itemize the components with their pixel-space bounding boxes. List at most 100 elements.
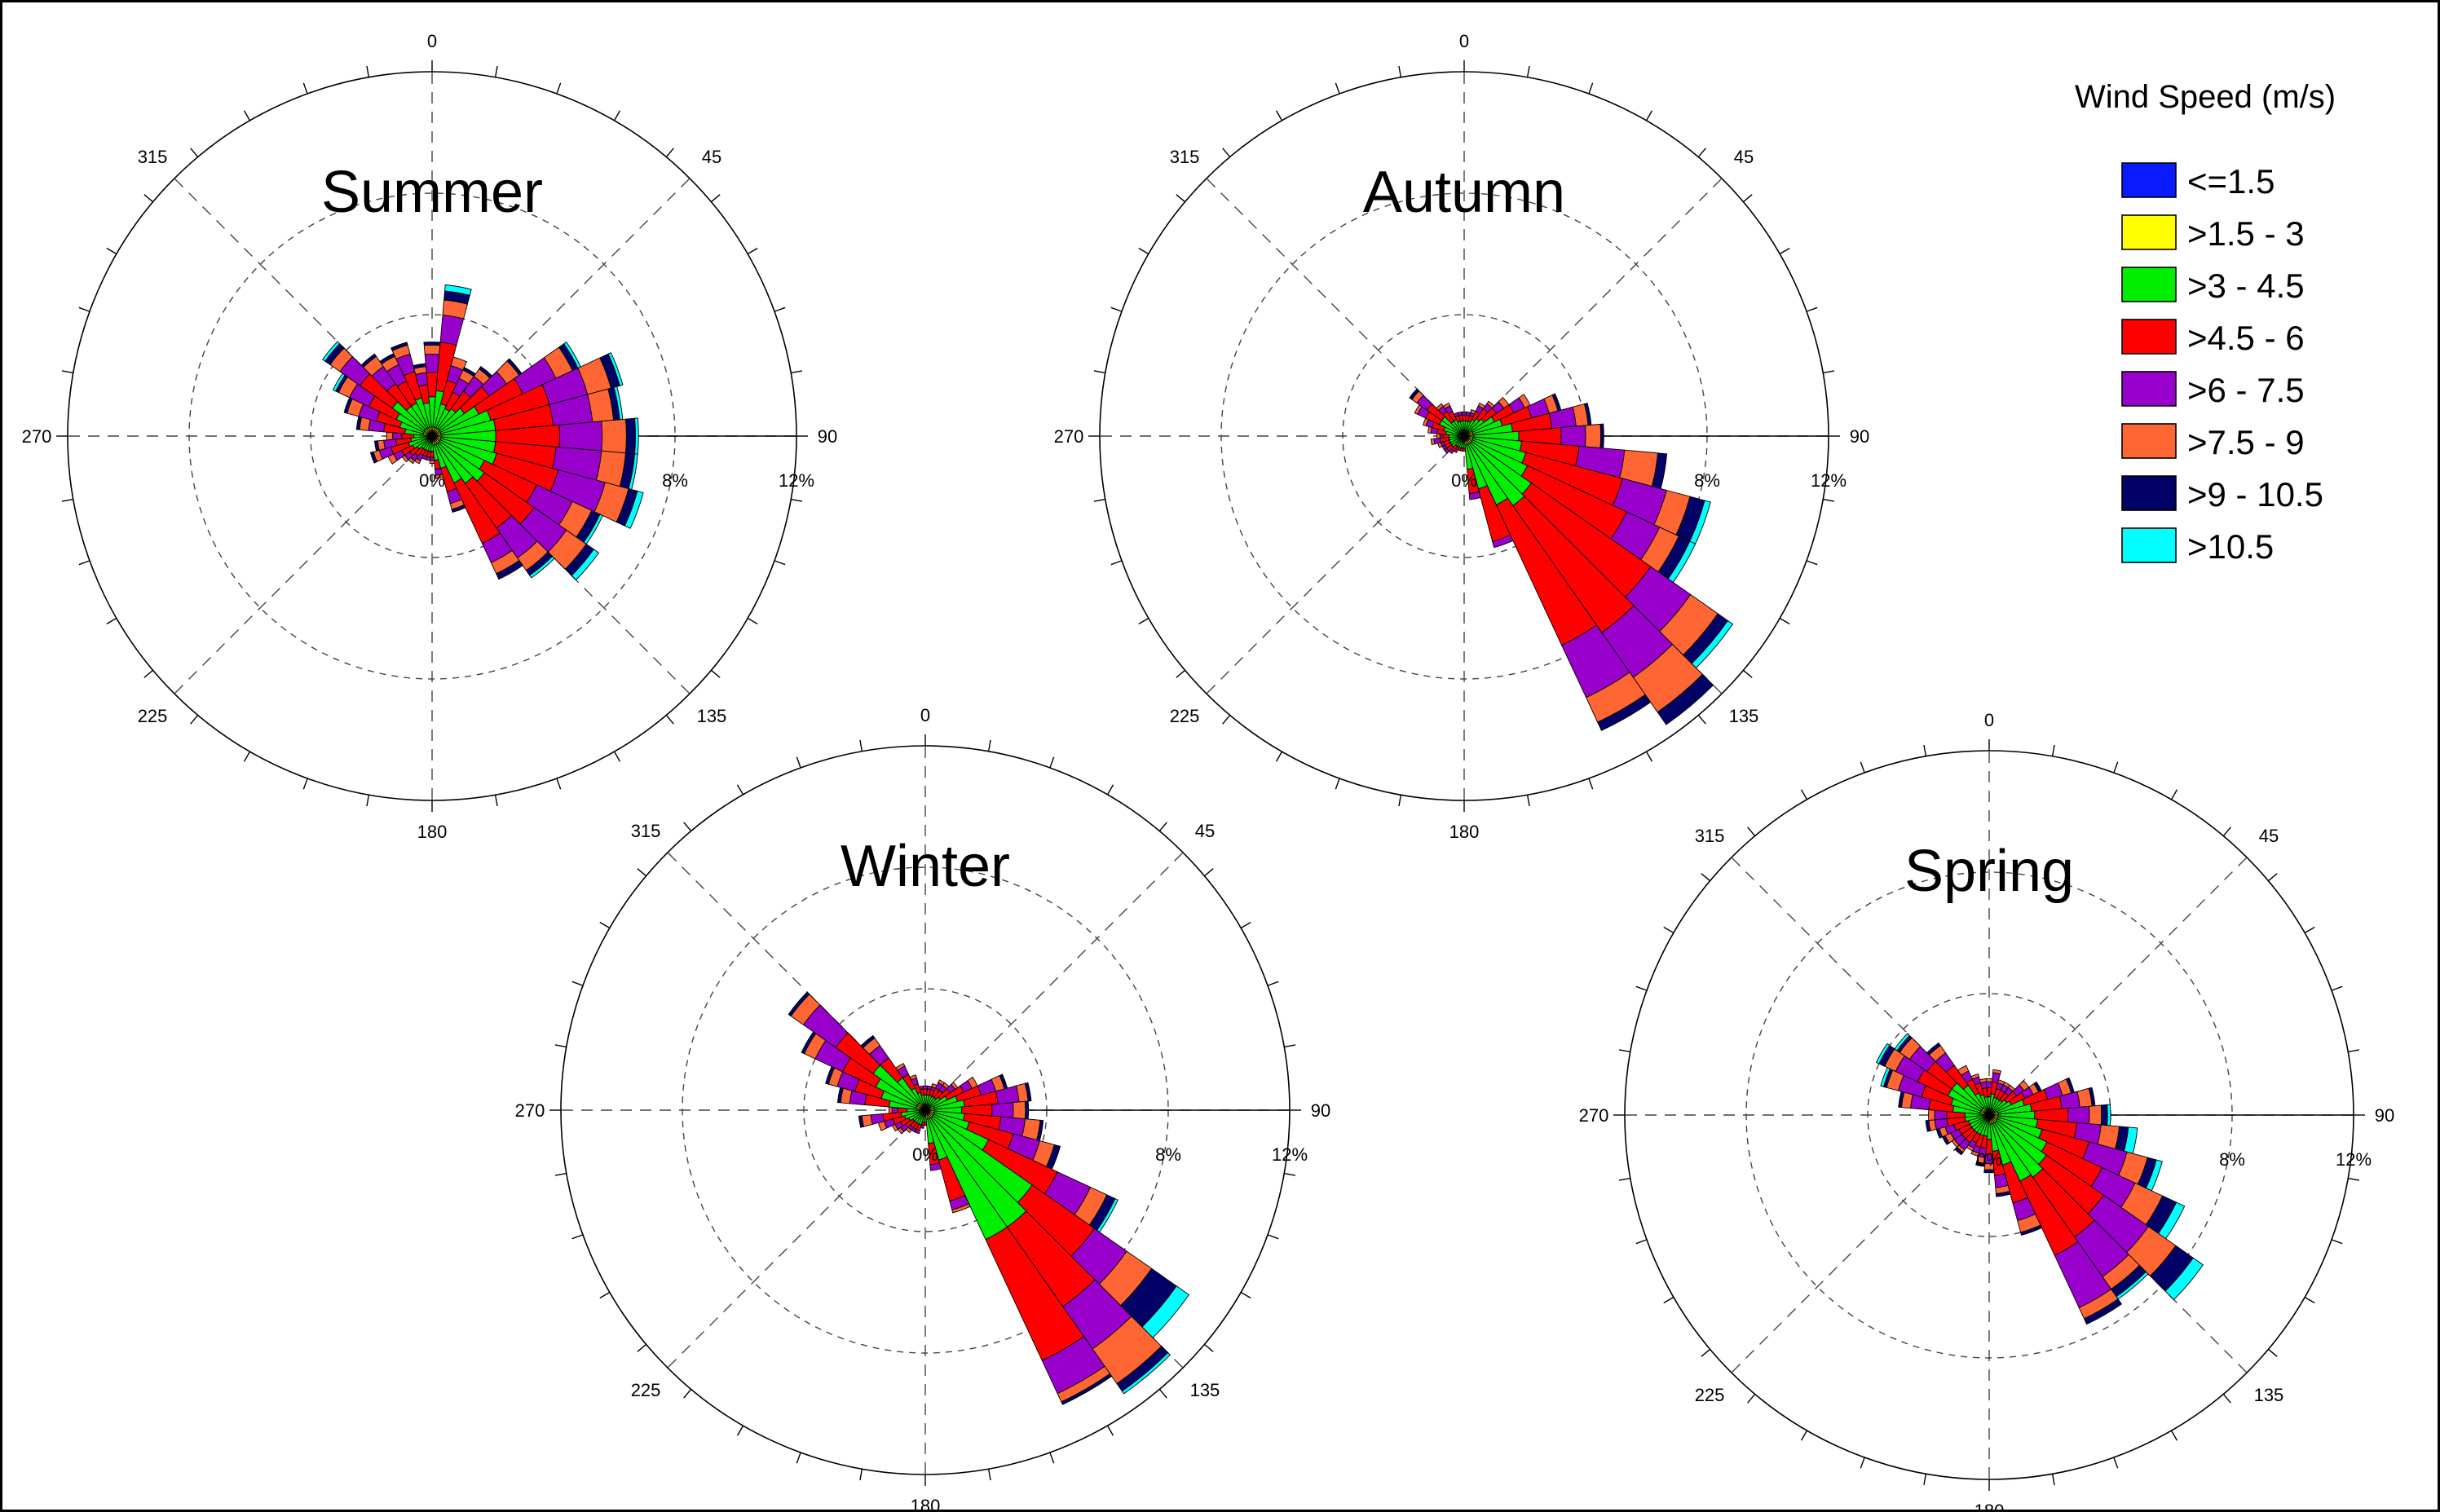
angle-tick-mark: [796, 1452, 801, 1464]
angle-tick-mark: [665, 714, 674, 725]
sector-bar: [991, 1102, 1014, 1118]
angle-tick-mark: [2348, 1049, 2360, 1053]
sector-bar: [1436, 433, 1441, 439]
sector-bar: [429, 456, 435, 461]
angle-tick-mark: [2170, 789, 2178, 800]
sector-bar: [528, 555, 555, 579]
angle-tick-mark: [2348, 1177, 2360, 1181]
sector-bar: [1442, 402, 1451, 410]
angle-tick-mark: [1806, 306, 1818, 312]
angle-tick-mark: [2331, 1239, 2343, 1245]
angle-tick-mark: [637, 1343, 647, 1352]
legend-label: >3 - 4.5: [2187, 267, 2305, 305]
angle-tick-label: 180: [417, 822, 448, 842]
angle-tick-mark: [1267, 981, 1279, 986]
angle-tick-mark: [2113, 1457, 2119, 1469]
angle-tick-mark: [1267, 1234, 1279, 1240]
angle-tick-mark: [859, 1469, 863, 1481]
sector-bar: [1970, 1073, 1980, 1080]
wind-rose-spring: 0 45 90 135 180 225 270 315 0% 8% 12% Spring: [1579, 710, 2395, 1512]
legend-items: <=1.5 >1.5 - 3 >3 - 4.5 >4.5 - 6 >6 - 7.5 >7.…: [2121, 162, 2323, 566]
sector-bar: [2089, 1104, 2102, 1126]
sector-bar: [2020, 1224, 2043, 1236]
angle-tick-mark: [106, 247, 117, 255]
angle-tick-mark: [791, 498, 803, 502]
legend-swatch: [2121, 267, 2177, 302]
angle-tick-mark: [554, 1044, 567, 1048]
angle-tick-mark: [1701, 1348, 1711, 1357]
angle-tick-mark: [78, 560, 90, 566]
angle-tick-mark: [1284, 1172, 1296, 1176]
sector-bar: [1954, 1146, 1964, 1156]
angle-tick-mark: [1635, 1239, 1648, 1245]
sector-bar: [1121, 1351, 1171, 1395]
angle-tick-label: 270: [515, 1100, 545, 1121]
sector-bar: [1875, 1043, 1891, 1065]
angle-tick-label: 315: [138, 147, 168, 167]
legend-label: <=1.5: [2187, 162, 2275, 201]
sector-bar: [1024, 1082, 1032, 1102]
legend-swatch: [2121, 319, 2177, 355]
sector-bar: [1468, 491, 1481, 500]
angle-tick-mark: [1203, 1343, 1214, 1352]
angle-tick-mark: [599, 1291, 611, 1299]
sector-bar: [1957, 1065, 1970, 1076]
angle-tick-mark: [774, 306, 786, 312]
sector-bar: [1657, 673, 1714, 725]
angle-tick-mark: [1645, 751, 1653, 762]
sector-bar: [571, 549, 600, 581]
sector-bar: [2164, 1257, 2204, 1301]
legend-label: >1.5 - 3: [2187, 214, 2305, 253]
angle-tick-label: 90: [818, 426, 837, 447]
sector-bar: [558, 421, 603, 452]
sector-bar: [1430, 438, 1436, 446]
legend-label: >10.5: [2187, 527, 2274, 566]
radial-tick-label: 0%: [912, 1144, 938, 1165]
angle-tick-mark: [1093, 370, 1105, 374]
sector-bar: [429, 460, 435, 464]
radial-tick-label: 8%: [1694, 470, 1720, 491]
sector-bar: [918, 1085, 924, 1091]
sector-bar: [496, 559, 523, 580]
sector-bar: [322, 341, 341, 362]
angle-tick-mark: [796, 756, 801, 769]
angle-tick-mark: [1923, 744, 1927, 756]
angle-tick-mark: [366, 795, 370, 807]
sector-bar: [634, 417, 639, 455]
angle-tick-mark: [243, 110, 251, 121]
sector-bar: [922, 1085, 929, 1090]
sector-bar: [1597, 694, 1652, 731]
sector-bar: [444, 284, 472, 296]
sector-bar: [413, 363, 426, 369]
sector-bar: [423, 342, 441, 346]
angle-tick-label: 90: [1850, 426, 1869, 447]
rose-title: Winter: [841, 834, 1010, 899]
wind-rose-winter: 0 45 90 135 180 225 270 315 0% 8% 12% Winter: [515, 705, 1331, 1512]
angle-tick-mark: [747, 247, 758, 255]
angle-tick-label: 0: [920, 705, 930, 725]
angle-tick-label: 270: [22, 426, 52, 447]
sector-bar: [2107, 1104, 2111, 1126]
angle-tick-mark: [2331, 985, 2343, 991]
sector-bar: [1995, 1190, 2011, 1197]
sector-bar: [374, 440, 380, 452]
sector-bar: [1584, 423, 1602, 449]
angle-tick-mark: [556, 778, 562, 790]
angle-tick-mark: [1618, 1177, 1630, 1181]
angle-tick-mark: [710, 669, 721, 678]
legend-swatch: [2121, 371, 2177, 407]
angle-tick-mark: [1779, 247, 1790, 255]
legend-title: Wind Speed (m/s): [2075, 79, 2336, 115]
angle-tick-mark: [1240, 1291, 1251, 1299]
angle-tick-mark: [1800, 1430, 1808, 1441]
sector-bar: [1013, 1100, 1026, 1120]
angle-tick-mark: [791, 370, 803, 374]
radial-tick-label: 12%: [1811, 470, 1847, 491]
grid-spoke: [1988, 857, 2248, 1116]
sector-bar: [424, 353, 440, 373]
sector-bar: [1928, 1109, 1935, 1121]
angle-tick-mark: [613, 751, 621, 762]
angle-tick-mark: [78, 306, 90, 312]
angle-tick-mark: [2051, 744, 2055, 756]
sector-bar: [1061, 1373, 1113, 1405]
